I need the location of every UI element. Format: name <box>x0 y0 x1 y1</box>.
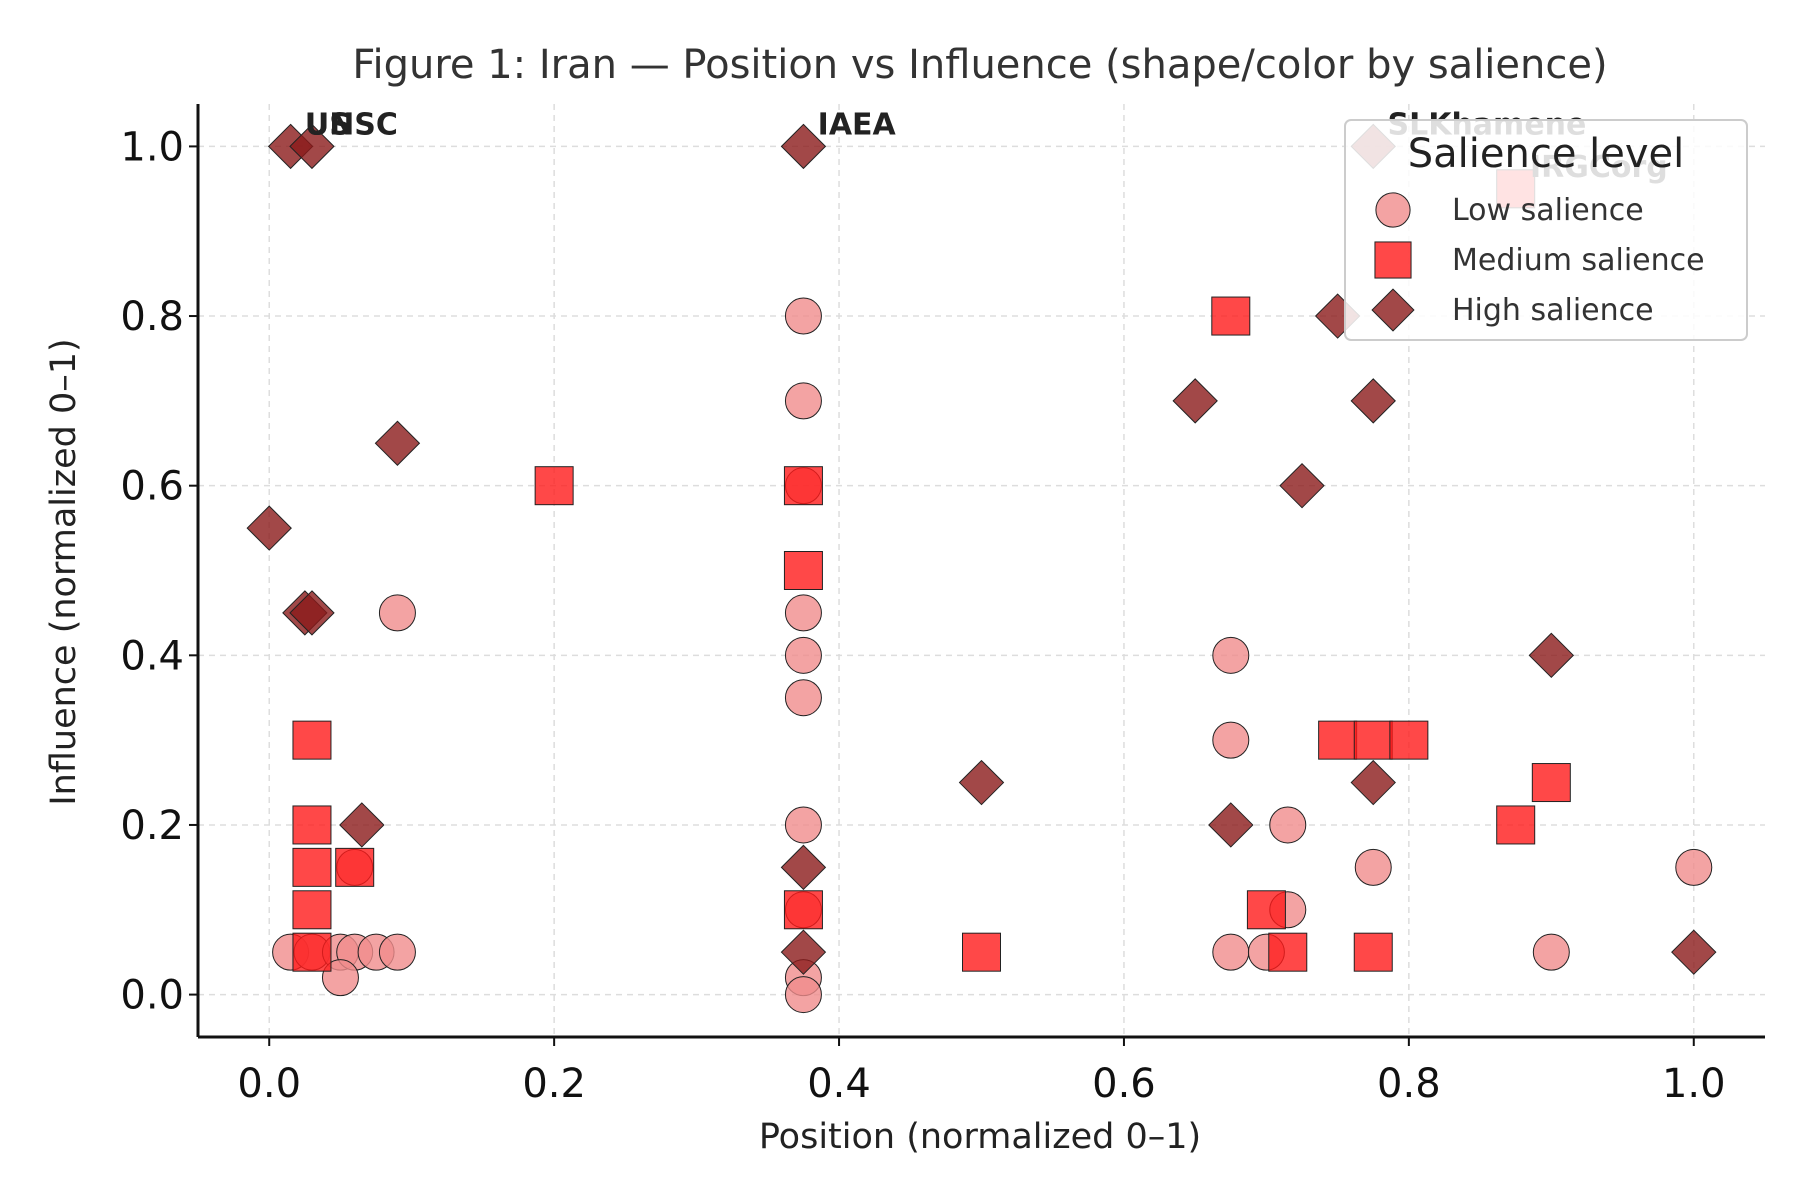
diamond-point <box>1172 378 1218 424</box>
square-point <box>292 847 332 887</box>
diamond-point <box>289 123 335 170</box>
square-point <box>1496 805 1536 845</box>
y-tick-label: 1.0 <box>120 124 184 170</box>
circle-point <box>1212 933 1250 971</box>
square-point <box>962 932 1001 972</box>
square-point <box>1353 720 1393 760</box>
circle-point <box>1212 636 1250 674</box>
diamond-point <box>780 929 827 975</box>
circle-point <box>378 933 416 971</box>
legend-box <box>1344 119 1748 341</box>
x-tick-label: 1.0 <box>1662 1061 1726 1107</box>
circle-point <box>1269 806 1307 844</box>
y-tick-label: 0.6 <box>120 464 184 510</box>
x-tick-label: 0.6 <box>1092 1061 1156 1107</box>
square-point <box>292 805 332 845</box>
point-annotation: UNSC <box>305 107 398 142</box>
diamond-point <box>339 802 385 848</box>
diamond-point <box>1350 759 1396 806</box>
circle-point <box>784 594 822 632</box>
square-point <box>1268 932 1308 972</box>
square-point <box>783 466 823 506</box>
circle-point <box>1212 721 1250 759</box>
legend-entry-label: Medium salience <box>1452 243 1705 278</box>
axes-layer: 0.0 0.0 0.2 0.2 0.4 0.4 0.6 0.6 0.8 0.8 1.0 1.0 <box>120 104 1765 1107</box>
circle-point <box>1354 848 1392 886</box>
circle-point <box>784 976 822 1014</box>
square-point <box>783 890 823 930</box>
circle-point <box>378 594 416 632</box>
square-point <box>534 466 574 506</box>
circle-point <box>784 636 822 674</box>
y-axis-label: Influence (normalized 0–1) <box>44 338 84 805</box>
square-point <box>292 890 332 930</box>
diamond-point <box>958 759 1005 806</box>
legend-entry-label: High salience <box>1452 293 1654 328</box>
circle-point <box>784 382 822 420</box>
square-point <box>292 720 332 760</box>
y-tick-label: 0.4 <box>120 633 184 679</box>
diamond-point <box>1208 802 1254 848</box>
diamond-point <box>1279 462 1325 509</box>
square-point <box>335 847 375 887</box>
x-tick-label: 0.8 <box>1377 1061 1441 1107</box>
square-point <box>783 551 823 590</box>
legend-entry-label: Low salience <box>1452 193 1644 228</box>
legend-title: Salience level <box>1408 131 1685 177</box>
diamond-point <box>246 505 292 551</box>
diamond-point <box>289 590 335 636</box>
x-tick-label: 0.0 <box>237 1061 301 1107</box>
diamond-point <box>1528 632 1575 679</box>
diamond-point <box>780 844 827 891</box>
legend-marker-diamond <box>1371 288 1415 332</box>
diamond-point <box>1671 929 1717 975</box>
diamond-point <box>780 123 827 170</box>
x-axis-label: Position (normalized 0–1) <box>759 1117 1201 1157</box>
point-annotation: IAEA <box>818 107 897 142</box>
square-point <box>1389 720 1429 760</box>
legend-marker-circle <box>1375 192 1411 228</box>
square-point <box>1531 763 1571 803</box>
circle-point <box>784 679 822 717</box>
circle-point <box>1532 933 1570 971</box>
y-tick-label: 0.8 <box>120 294 184 340</box>
diamond-point <box>374 420 421 466</box>
square-point <box>292 932 332 972</box>
point-annotation: US <box>305 107 351 142</box>
circle-point <box>784 806 822 844</box>
square-point <box>1246 890 1286 930</box>
diamond-point <box>1350 378 1396 424</box>
legend: Salience level Low salience Medium salienc… <box>1344 119 1748 341</box>
square-point <box>1353 932 1393 972</box>
square-point <box>1211 296 1251 336</box>
y-tick-label: 0.0 <box>120 973 184 1019</box>
legend-marker-square <box>1374 241 1412 279</box>
circle-point <box>1675 848 1713 886</box>
circle-point <box>784 297 822 335</box>
square-point <box>1318 720 1358 760</box>
y-tick-label: 0.2 <box>120 803 184 849</box>
x-tick-label: 0.4 <box>807 1061 871 1107</box>
x-tick-label: 0.2 <box>522 1061 586 1107</box>
chart-title: Figure 1: Iran — Position vs Influence (… <box>352 42 1607 88</box>
